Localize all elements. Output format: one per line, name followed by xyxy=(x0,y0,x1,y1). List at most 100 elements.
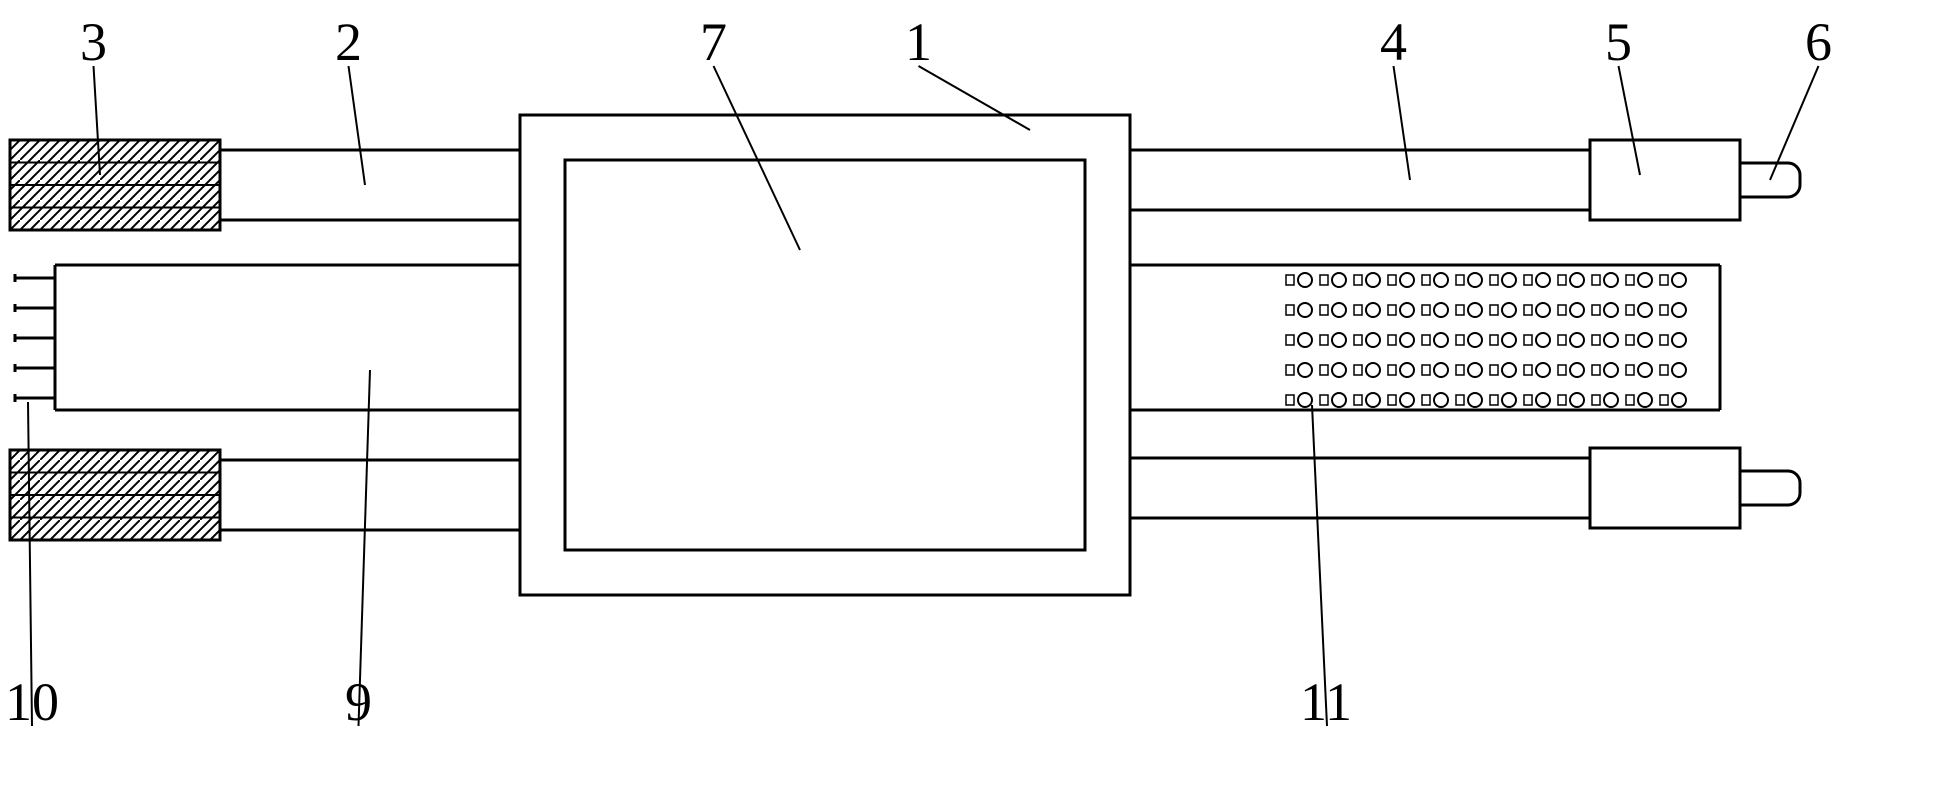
grid-dot-tab xyxy=(1592,335,1600,345)
grid-dot-tab xyxy=(1558,365,1566,375)
grid-dot-tab xyxy=(1524,395,1532,405)
grid-dot-tab xyxy=(1456,365,1464,375)
grid-dot-tab xyxy=(1626,365,1634,375)
grid-dot xyxy=(1332,393,1346,407)
grid-dot xyxy=(1536,303,1550,317)
grid-dot xyxy=(1672,363,1686,377)
grid-dot-tab xyxy=(1660,365,1668,375)
grid-dot xyxy=(1332,273,1346,287)
grid-dot-tab xyxy=(1660,395,1668,405)
grid-dot-tab xyxy=(1558,335,1566,345)
grid-dot-tab xyxy=(1490,395,1498,405)
grid-dot xyxy=(1400,333,1414,347)
grid-dot-tab xyxy=(1320,335,1328,345)
grid-dot xyxy=(1400,303,1414,317)
grid-dot-tab xyxy=(1388,275,1396,285)
grid-dot xyxy=(1604,273,1618,287)
grid-dot xyxy=(1502,393,1516,407)
grid-dot xyxy=(1570,363,1584,377)
grid-dot xyxy=(1502,273,1516,287)
grid-dot-tab xyxy=(1388,395,1396,405)
grid-dot-tab xyxy=(1422,305,1430,315)
grid-dot xyxy=(1400,393,1414,407)
grid-dot-tab xyxy=(1286,395,1294,405)
grid-dot-tab xyxy=(1320,275,1328,285)
grid-dot-tab xyxy=(1490,305,1498,315)
grid-dot-tab xyxy=(1388,365,1396,375)
connector-tab xyxy=(1740,471,1800,505)
grid-dot xyxy=(1434,273,1448,287)
grid-dot xyxy=(1298,333,1312,347)
grid-dot-tab xyxy=(1558,395,1566,405)
label-7: 7 xyxy=(700,12,727,72)
grid-dot-tab xyxy=(1626,305,1634,315)
connector-block xyxy=(1590,140,1740,220)
grid-dot-tab xyxy=(1354,335,1362,345)
grid-dot xyxy=(1536,333,1550,347)
grid-dot xyxy=(1638,303,1652,317)
grid-dot-tab xyxy=(1490,275,1498,285)
grid-dot xyxy=(1400,363,1414,377)
grid-dot xyxy=(1468,303,1482,317)
grid-dot-tab xyxy=(1660,275,1668,285)
grid-dot xyxy=(1502,303,1516,317)
grid-dot-tab xyxy=(1456,395,1464,405)
grid-dot xyxy=(1502,333,1516,347)
grid-dot xyxy=(1638,333,1652,347)
grid-dot-tab xyxy=(1354,305,1362,315)
grid-dot xyxy=(1672,393,1686,407)
grid-dot xyxy=(1536,363,1550,377)
grid-dot-tab xyxy=(1320,395,1328,405)
grid-dot xyxy=(1468,333,1482,347)
label-6: 6 xyxy=(1805,12,1832,72)
grid-dot xyxy=(1366,393,1380,407)
grid-dot-tab xyxy=(1592,305,1600,315)
grid-dot-tab xyxy=(1286,365,1294,375)
grid-dot-tab xyxy=(1422,365,1430,375)
grid-dot-tab xyxy=(1626,275,1634,285)
grid-dot-tab xyxy=(1592,275,1600,285)
grid-dot-tab xyxy=(1592,365,1600,375)
grid-dot-tab xyxy=(1388,305,1396,315)
grid-dot xyxy=(1672,333,1686,347)
grid-dot-tab xyxy=(1354,275,1362,285)
grid-dot-tab xyxy=(1354,365,1362,375)
grid-dot xyxy=(1570,393,1584,407)
grid-dot xyxy=(1400,273,1414,287)
grid-dot-tab xyxy=(1660,335,1668,345)
grid-dot xyxy=(1570,333,1584,347)
grid-dot-tab xyxy=(1626,335,1634,345)
grid-dot xyxy=(1332,363,1346,377)
grid-dot-tab xyxy=(1660,305,1668,315)
grid-dot xyxy=(1298,303,1312,317)
grid-dot xyxy=(1638,393,1652,407)
connector-block xyxy=(1590,448,1740,528)
label-1: 1 xyxy=(905,12,932,72)
grid-dot-tab xyxy=(1490,365,1498,375)
grid-dot-tab xyxy=(1524,275,1532,285)
grid-dot xyxy=(1638,273,1652,287)
grid-dot xyxy=(1570,273,1584,287)
grid-dot-tab xyxy=(1558,275,1566,285)
grid-dot-tab xyxy=(1558,305,1566,315)
grid-dot-tab xyxy=(1422,335,1430,345)
grid-dot xyxy=(1604,393,1618,407)
grid-dot xyxy=(1502,363,1516,377)
grid-dot xyxy=(1366,363,1380,377)
grid-dot xyxy=(1604,303,1618,317)
grid-dot-tab xyxy=(1286,305,1294,315)
grid-dot-tab xyxy=(1320,305,1328,315)
grid-dot xyxy=(1434,333,1448,347)
grid-dot-tab xyxy=(1456,305,1464,315)
engineering-diagram: 327145610911 xyxy=(0,0,1939,800)
grid-dot xyxy=(1672,303,1686,317)
grid-dot-tab xyxy=(1286,275,1294,285)
grid-dot-tab xyxy=(1524,335,1532,345)
grid-dot xyxy=(1366,303,1380,317)
inner-box xyxy=(565,160,1085,550)
grid-dot-tab xyxy=(1320,365,1328,375)
grid-dot xyxy=(1570,303,1584,317)
grid-dot xyxy=(1604,363,1618,377)
grid-dot xyxy=(1332,303,1346,317)
grid-dot-tab xyxy=(1422,395,1430,405)
